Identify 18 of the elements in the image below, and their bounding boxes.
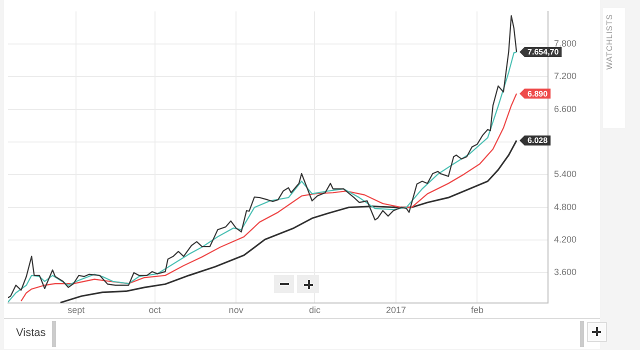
y-tick-label: 7.800	[554, 38, 577, 49]
data-label: 6.890	[528, 89, 548, 98]
x-tick-label: dic	[308, 305, 321, 316]
y-tick-label: 6.600	[554, 104, 577, 114]
x-tick-label: nov	[228, 305, 244, 316]
text: WATCHLISTS	[605, 14, 614, 70]
y-tick-label: 7.200	[554, 71, 577, 82]
data-label: 7.654,70	[528, 48, 560, 57]
text: Vistas	[16, 327, 46, 339]
data-label: 6.028	[528, 136, 548, 146]
y-tick-label: 5.400	[554, 169, 577, 180]
x-tick-label: 2017	[386, 305, 406, 316]
y-tick-label: 4.800	[554, 202, 577, 212]
x-tick-label: oct	[148, 305, 162, 316]
x-tick-label: sept	[68, 305, 86, 316]
y-tick-label: 4.200	[554, 234, 577, 245]
y-tick-label: 3.600	[554, 267, 577, 278]
x-tick-label: feb	[470, 305, 484, 316]
